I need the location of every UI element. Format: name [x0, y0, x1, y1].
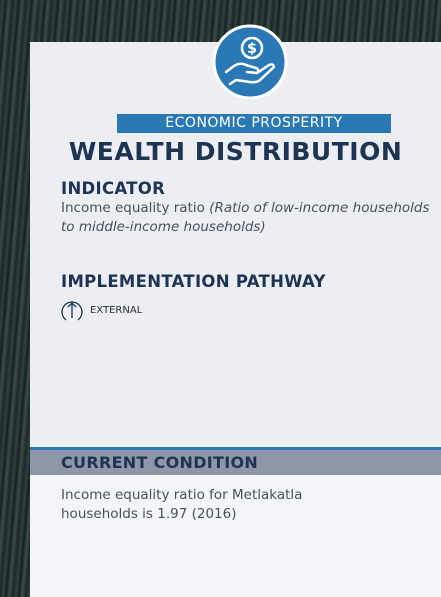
- prosperity-icon: $: [212, 24, 288, 100]
- condition-text: Income equality ratio for Metlakatla hou…: [61, 486, 361, 524]
- section-heading: INDICATOR: [61, 179, 165, 198]
- page: $ ECONOMIC PROSPERITY WEALTH DISTRIBUTIO…: [0, 0, 441, 597]
- section-heading: IMPLEMENTATION PATHWAY: [61, 272, 326, 291]
- pathway-icon: [60, 298, 84, 322]
- condition-band: CURRENT CONDITION: [30, 447, 441, 475]
- svg-text:$: $: [247, 41, 257, 57]
- indicator-text: Income equality ratio (Ratio of low-inco…: [61, 199, 436, 237]
- section-heading: CURRENT CONDITION: [61, 453, 258, 472]
- category-label: ECONOMIC PROSPERITY: [117, 114, 391, 133]
- pathway-label: EXTERNAL: [90, 305, 142, 316]
- card-title: WEALTH DISTRIBUTION: [30, 137, 441, 166]
- indicator-main: Income equality ratio: [61, 200, 205, 216]
